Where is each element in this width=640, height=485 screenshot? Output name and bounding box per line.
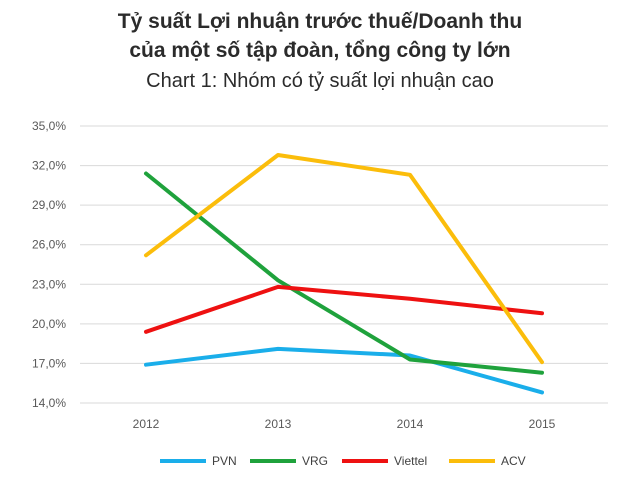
- legend-swatch: [449, 459, 495, 463]
- legend-label: Viettel: [394, 454, 428, 468]
- y-tick-label: 32,0%: [32, 159, 66, 173]
- series-line-pvn: [144, 346, 544, 395]
- legend-swatch: [160, 459, 206, 463]
- y-tick-label: 23,0%: [32, 277, 66, 291]
- series-line-viettel: [144, 284, 544, 334]
- legend-item-viettel: Viettel: [342, 451, 427, 471]
- y-tick-label: 26,0%: [32, 238, 66, 252]
- x-tick-label: 2012: [133, 417, 160, 431]
- y-axis-ticks: 14,0% 17,0% 20,0% 23,0% 26,0% 29,0% 32,0% 35,0%: [32, 119, 66, 410]
- chart-title-line2: của một số tập đoàn, tổng công ty lớn: [129, 39, 511, 62]
- x-axis-ticks: 2012 2013 2014 2015: [133, 417, 556, 431]
- chart-title-line1: Tỷ suất Lợi nhuận trước thuế/Doanh thu: [117, 10, 523, 33]
- x-tick-label: 2015: [529, 417, 556, 431]
- series-lines: [144, 153, 544, 395]
- legend-swatch: [342, 459, 388, 463]
- series-line-acv: [144, 153, 544, 365]
- legend-item-acv: ACV: [449, 451, 526, 471]
- legend-item-pvn: PVN: [160, 451, 237, 471]
- legend-label: ACV: [501, 454, 526, 468]
- legend-label: VRG: [302, 454, 329, 468]
- series-line-vrg: [144, 171, 544, 375]
- y-tick-label: 17,0%: [32, 356, 66, 370]
- x-tick-label: 2013: [265, 417, 292, 431]
- legend: PVN VRG Viettel ACV: [0, 451, 640, 471]
- legend-label: PVN: [212, 454, 237, 468]
- y-tick-label: 14,0%: [32, 396, 66, 410]
- y-tick-label: 20,0%: [32, 317, 66, 331]
- y-tick-label: 35,0%: [32, 119, 66, 133]
- y-tick-label: 29,0%: [32, 198, 66, 212]
- chart-subtitle: Chart 1: Nhóm có tỷ suất lợi nhuận cao: [146, 70, 494, 92]
- legend-item-vrg: VRG: [250, 451, 328, 471]
- legend-swatch: [250, 459, 296, 463]
- x-tick-label: 2014: [397, 417, 424, 431]
